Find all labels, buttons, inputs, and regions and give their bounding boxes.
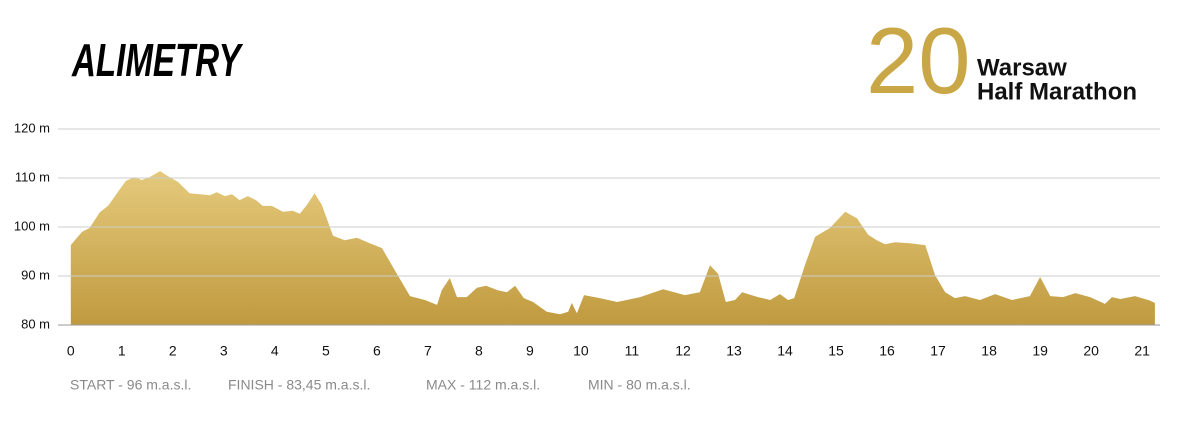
x-tick-label: 16 [879,343,895,359]
x-tick-label: 12 [675,343,691,359]
chart-title: ALIMETRY [71,36,243,86]
x-tick-label: 10 [573,343,589,359]
logo-number: 20 [866,8,971,113]
x-tick-label: 15 [828,343,844,359]
y-tick-label: 120 m [14,120,50,135]
x-tick-label: 2 [169,343,177,359]
x-tick-label: 9 [526,343,534,359]
stat-label: START - 96 m.a.s.l. [70,377,191,393]
x-tick-label: 0 [67,343,75,359]
stat-label: MAX - 112 m.a.s.l. [426,377,540,393]
elevation-area [70,171,1155,325]
x-tick-label: 17 [930,343,946,359]
x-tick-label: 14 [777,343,793,359]
x-tick-label: 18 [981,343,997,359]
x-tick-label: 11 [625,343,640,359]
x-tick-label: 13 [726,343,742,359]
stat-label: MIN - 80 m.a.s.l. [588,377,691,393]
x-tick-label: 1 [118,343,126,359]
stat-label: FINISH - 83,45 m.a.s.l. [228,377,370,393]
x-tick-label: 19 [1032,343,1048,359]
x-tick-label: 3 [220,343,228,359]
x-tick-label: 21 [1134,343,1150,359]
x-tick-label: 20 [1083,343,1099,359]
y-tick-label: 110 m [15,169,50,184]
y-tick-label: 80 m [21,316,50,331]
logo-text: Warsaw [977,54,1067,81]
x-tick-label: 5 [322,343,330,359]
y-tick-label: 90 m [21,267,50,282]
y-tick-label: 100 m [14,218,50,233]
x-tick-label: 8 [475,343,483,359]
logo-text: Half Marathon [977,78,1137,105]
x-tick-label: 6 [373,343,381,359]
x-tick-label: 7 [424,343,432,359]
x-tick-label: 4 [271,343,279,359]
